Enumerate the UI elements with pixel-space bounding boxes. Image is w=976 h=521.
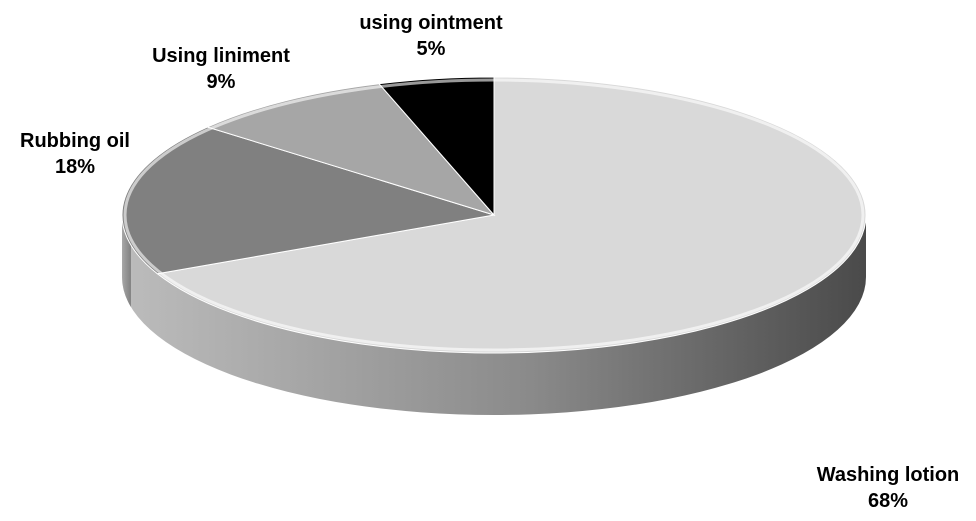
slice-name: Washing lotion bbox=[816, 464, 960, 486]
pie-slice-using-liniment bbox=[205, 83, 496, 216]
slice-percent: 9% bbox=[206, 71, 236, 93]
pie-slice-rubbing-oil bbox=[121, 126, 495, 275]
slice-label-using-ointment: using ointment 5% bbox=[336, 10, 526, 62]
pie-top-highlight bbox=[123, 78, 865, 352]
slice-name: using ointment bbox=[359, 12, 503, 34]
slice-name: Using liniment bbox=[152, 45, 290, 67]
slice-label-rubbing-oil: Rubbing oil 18% bbox=[10, 128, 140, 180]
pie-slice-using-ointment bbox=[378, 76, 495, 217]
pie-slice-washing-lotion bbox=[156, 76, 867, 354]
pie-rim bbox=[122, 215, 866, 415]
pie-sides bbox=[122, 215, 866, 415]
slice-percent: 18% bbox=[54, 156, 96, 178]
slice-label-using-liniment: Using liniment 9% bbox=[136, 43, 306, 95]
slice-percent: 68% bbox=[867, 490, 909, 512]
slice-label-washing-lotion: Washing lotion 68% bbox=[808, 462, 968, 514]
pie-rim-shade bbox=[122, 215, 131, 308]
slice-name: Rubbing oil bbox=[20, 130, 130, 152]
slice-percent: 5% bbox=[416, 38, 446, 60]
pie-tops bbox=[121, 76, 867, 354]
